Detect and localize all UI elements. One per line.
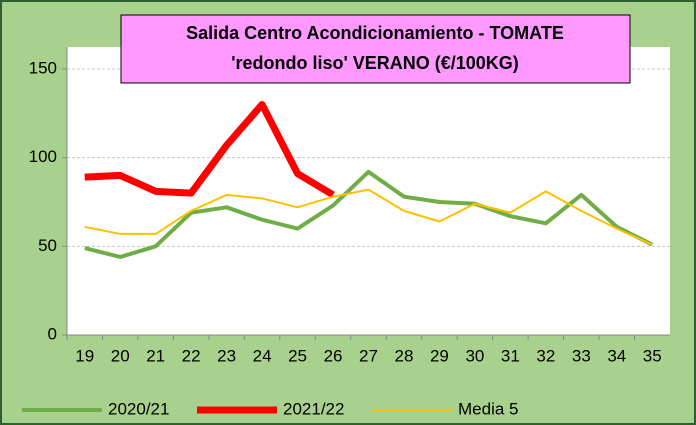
- x-tick-label: 32: [536, 346, 555, 365]
- y-tick-label: 50: [38, 236, 57, 255]
- y-tick-label: 0: [48, 324, 57, 343]
- x-tick-label: 31: [501, 346, 520, 365]
- chart-title: Salida Centro Acondicionamiento - TOMATE: [186, 23, 564, 43]
- legend-label: 2021/22: [283, 399, 344, 418]
- x-tick-label: 25: [288, 346, 307, 365]
- y-tick-label: 100: [29, 147, 57, 166]
- x-tick-label: 27: [359, 346, 378, 365]
- chart-title: 'redondo liso' VERANO (€/100KG): [231, 53, 519, 73]
- legend-label: 2020/21: [108, 399, 169, 418]
- x-tick-label: 29: [430, 346, 449, 365]
- x-tick-label: 28: [395, 346, 414, 365]
- x-tick-label: 35: [643, 346, 662, 365]
- series-line: [84, 169, 654, 259]
- x-tick-label: 33: [572, 346, 591, 365]
- y-tick-label: 150: [29, 58, 57, 77]
- x-tick-label: 19: [75, 346, 94, 365]
- x-tick-label: 23: [217, 346, 236, 365]
- x-tick-label: 34: [607, 346, 626, 365]
- x-tick-label: 30: [465, 346, 484, 365]
- title-box: [120, 14, 631, 84]
- series-line: [84, 100, 335, 198]
- x-tick-label: 20: [111, 346, 130, 365]
- x-tick-label: 21: [146, 346, 165, 365]
- x-tick-label: 26: [324, 346, 343, 365]
- legend-label: Media 5: [458, 399, 518, 418]
- series-line: [84, 188, 653, 246]
- x-tick-label: 22: [182, 346, 201, 365]
- x-tick-label: 24: [253, 346, 272, 365]
